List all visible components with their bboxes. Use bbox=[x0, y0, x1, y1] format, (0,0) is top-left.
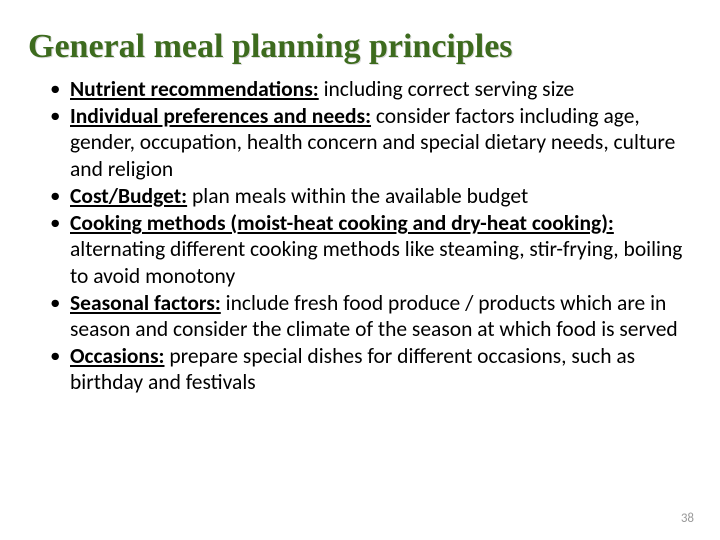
bullet-list: Nutrient recommendations: including corr… bbox=[32, 76, 688, 396]
bullet-label: Nutrient recommendations: bbox=[70, 76, 319, 102]
bullet-text: including correct serving size bbox=[319, 76, 575, 102]
list-item: Nutrient recommendations: including corr… bbox=[70, 76, 688, 102]
bullet-text: plan meals within the available budget bbox=[187, 183, 528, 209]
list-item: Individual preferences and needs: consid… bbox=[70, 103, 688, 182]
bullet-text: alternating different cooking methods li… bbox=[70, 236, 682, 288]
page-number: 38 bbox=[681, 511, 694, 526]
list-item: Cooking methods (moist-heat cooking and … bbox=[70, 210, 688, 289]
bullet-label: Occasions: bbox=[70, 343, 164, 369]
list-item: Seasonal factors: include fresh food pro… bbox=[70, 290, 688, 342]
list-item: Cost/Budget: plan meals within the avail… bbox=[70, 183, 688, 209]
slide-title: General meal planning principles bbox=[28, 28, 688, 66]
bullet-label: Cooking methods (moist-heat cooking and … bbox=[70, 210, 614, 236]
bullet-label: Individual preferences and needs: bbox=[70, 103, 371, 129]
bullet-label: Seasonal factors: bbox=[70, 290, 221, 316]
bullet-label: Cost/Budget: bbox=[70, 183, 187, 209]
list-item: Occasions: prepare special dishes for di… bbox=[70, 343, 688, 395]
